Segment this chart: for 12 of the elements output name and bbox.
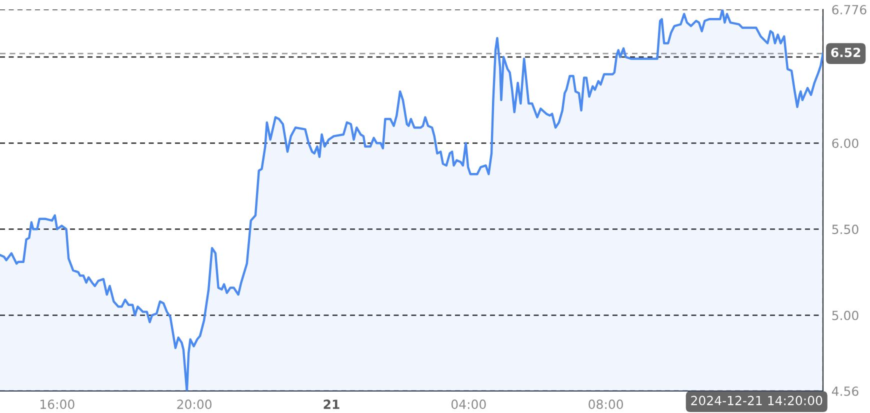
y-tick-label: 5.00	[832, 310, 858, 320]
x-tick-label: 08:00	[588, 400, 623, 410]
ref-line-label: 2024-12-21 14:20:00	[691, 396, 822, 406]
x-tick-label: 04:00	[451, 400, 486, 410]
x-tick-label: 16:00	[40, 400, 74, 410]
ref-line-label: 6.52	[831, 48, 860, 58]
x-tick-label: 21	[324, 400, 340, 409]
x-tick-label: 20:00	[177, 400, 212, 410]
y-tick-label: 4.56	[832, 386, 858, 396]
y-tick-label: 6.00	[832, 138, 858, 148]
y-tick-label: 6.776	[832, 4, 866, 14]
y-tick-label: 5.50	[832, 224, 858, 234]
